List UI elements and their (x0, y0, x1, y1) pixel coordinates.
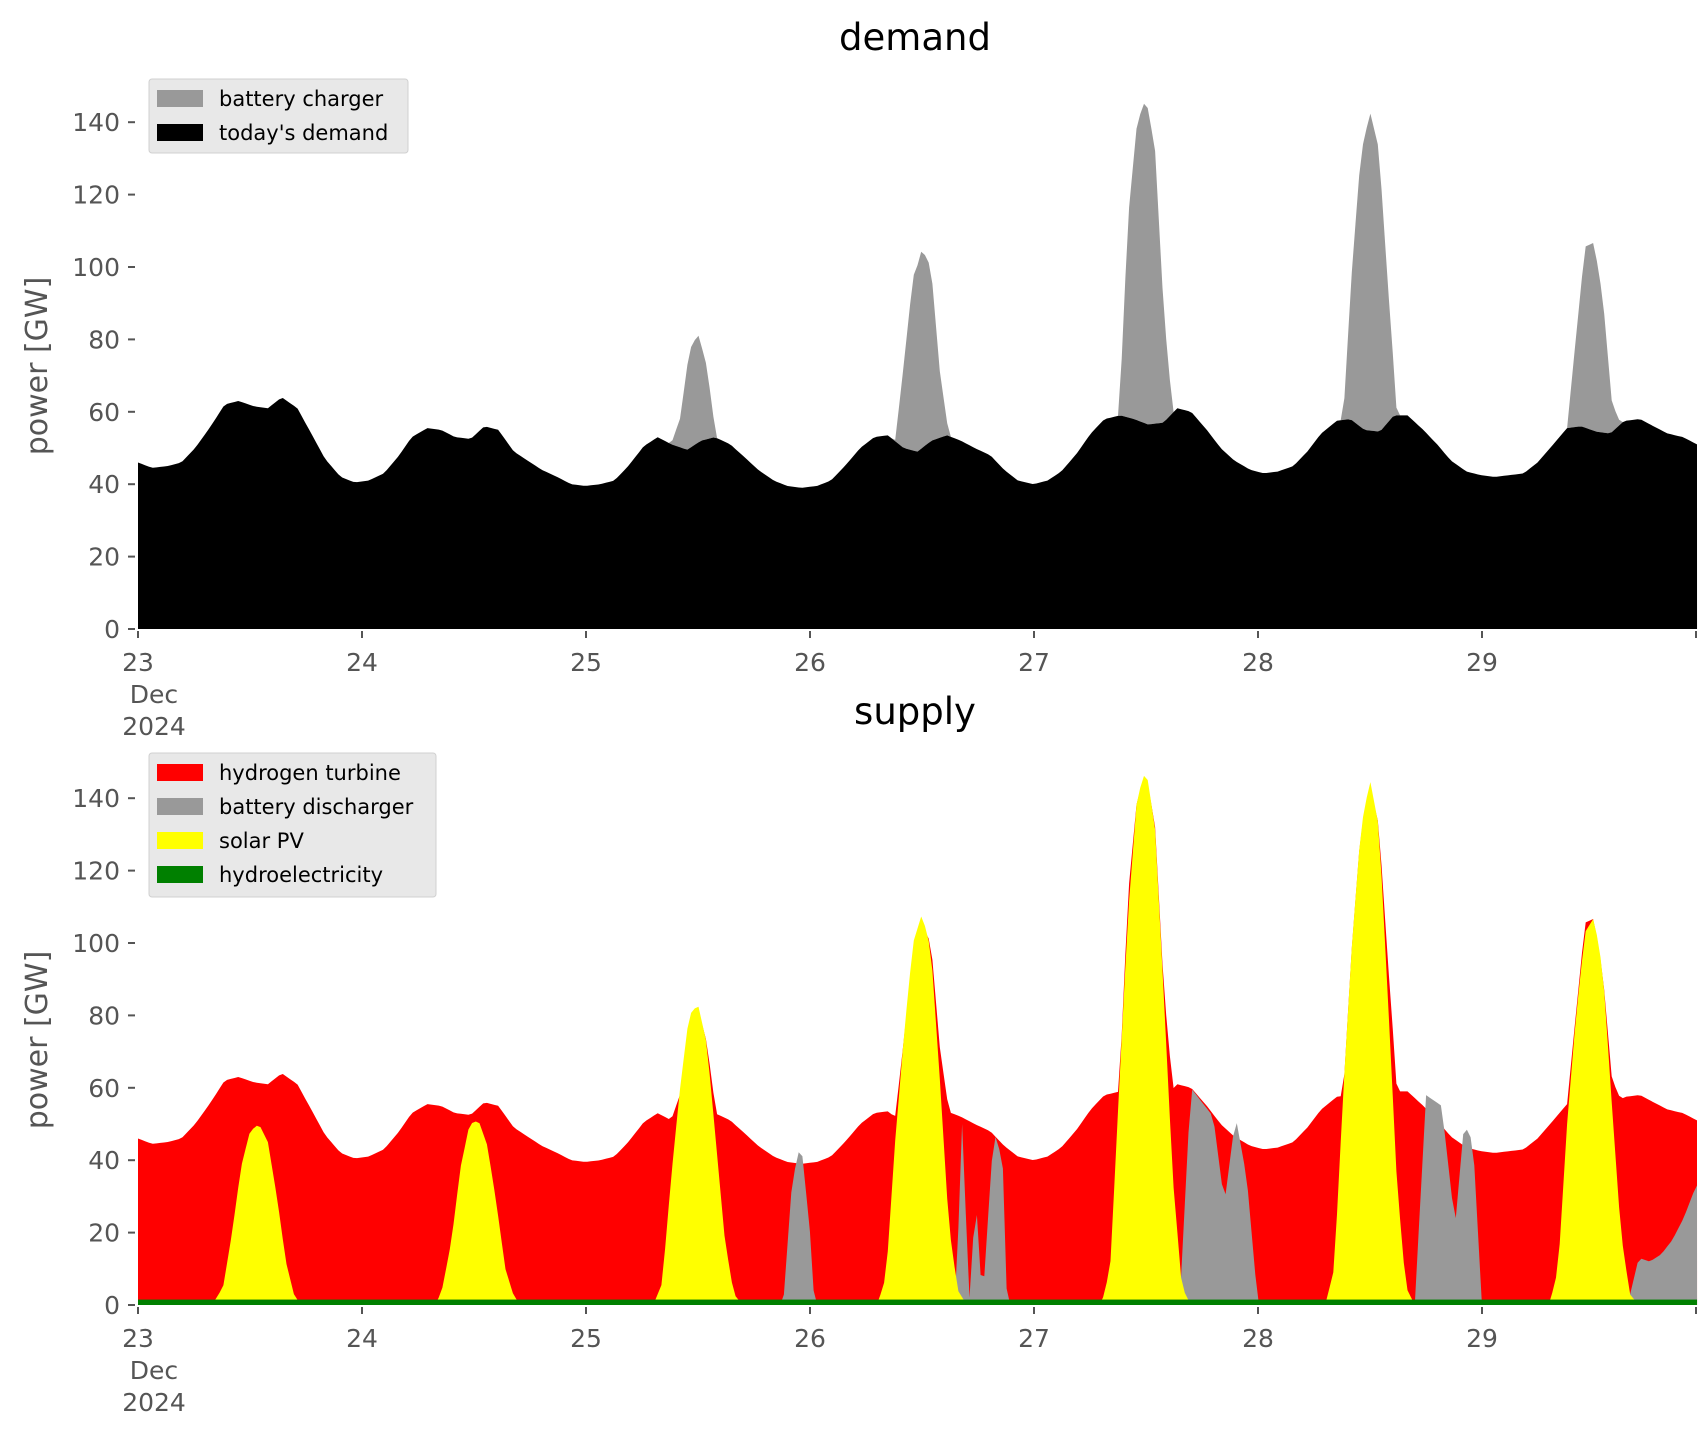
demand-y-axis-label: power [GW] (20, 277, 55, 456)
supply-panel: supply power [GW] 0 20 40 60 80 100 120 140 23 24… (20, 690, 1698, 1417)
solar-pv-area (138, 775, 1698, 1305)
supply-chart-title: supply (854, 690, 976, 733)
demand-y-tick-label: 0 (104, 615, 120, 644)
legend-label-battery-charger: battery charger (219, 87, 384, 111)
demand-x-tick-label: 25 (570, 648, 602, 677)
demand-x-tick-label: 27 (1018, 648, 1050, 677)
supply-y-tick-label: 80 (88, 1001, 120, 1030)
supply-y-tick-label: 60 (88, 1074, 120, 1103)
supply-x-tick-label: 27 (1018, 1324, 1050, 1353)
battery-charger-area (138, 103, 1697, 488)
supply-y-tick-label: 40 (88, 1146, 120, 1175)
demand-x-tick-sublabel: Dec (130, 680, 178, 709)
supply-y-tick-label: 120 (72, 857, 120, 886)
demand-legend: battery charger today's demand (148, 78, 409, 154)
supply-x-tick-label: 26 (794, 1324, 826, 1353)
demand-x-tick-label: 23 (122, 648, 154, 677)
legend-swatch-battery-discharger (157, 798, 203, 815)
legend-label-todays-demand: today's demand (219, 121, 388, 145)
demand-y-tick-label: 80 (88, 325, 120, 354)
demand-x-tick-label: 29 (1466, 648, 1498, 677)
demand-x-tick-label: 28 (1242, 648, 1274, 677)
supply-y-axis-label: power [GW] (20, 951, 55, 1130)
legend-swatch-hydrogen-turbine (157, 764, 203, 781)
demand-y-tick-label: 20 (88, 543, 120, 572)
legend-label-solar-pv: solar PV (219, 829, 304, 853)
supply-x-tick-label: 28 (1242, 1324, 1274, 1353)
supply-axes: 0 20 40 60 80 100 120 140 23 24 25 26 27 28 29 Dec 2024 (72, 784, 1697, 1417)
demand-y-tick-label: 140 (72, 108, 120, 137)
supply-y-tick-label: 100 (72, 929, 120, 958)
supply-y-tick-label: 140 (72, 784, 120, 813)
supply-y-tick-label: 0 (104, 1291, 120, 1320)
demand-chart-title: demand (839, 16, 991, 59)
hydroelectricity-area (138, 1299, 1698, 1305)
demand-x-tick-sublabel: 2024 (122, 712, 186, 741)
supply-x-tick-sublabel: 2024 (122, 1388, 186, 1417)
demand-x-tick-label: 26 (794, 648, 826, 677)
supply-legend-box (148, 752, 437, 898)
demand-y-tick-label: 120 (72, 181, 120, 210)
demand-panel: demand power [GW] 0 20 40 60 80 100 120 140 23 24… (20, 16, 1698, 741)
todays-demand-area (138, 398, 1698, 629)
demand-legend-box (148, 78, 409, 154)
legend-label-hydrogen-turbine: hydrogen turbine (219, 761, 401, 785)
supply-x-tick-label: 24 (346, 1324, 378, 1353)
legend-swatch-hydroelectricity (157, 866, 203, 883)
legend-label-battery-discharger: battery discharger (219, 795, 414, 819)
supply-legend: hydrogen turbine battery discharger sola… (148, 752, 437, 898)
demand-y-tick-label: 40 (88, 470, 120, 499)
demand-plot-area (138, 103, 1698, 629)
supply-x-tick-label: 29 (1466, 1324, 1498, 1353)
supply-x-tick-label: 25 (570, 1324, 602, 1353)
supply-x-tick-sublabel: Dec (130, 1356, 178, 1385)
demand-y-tick-label: 60 (88, 398, 120, 427)
legend-swatch-todays-demand (157, 124, 203, 141)
legend-swatch-solar-pv (157, 832, 203, 849)
supply-plot-area (138, 775, 1698, 1305)
legend-swatch-battery-charger (157, 90, 203, 107)
legend-label-hydroelectricity: hydroelectricity (219, 863, 383, 887)
demand-y-tick-label: 100 (72, 253, 120, 282)
supply-x-tick-label: 23 (122, 1324, 154, 1353)
demand-x-tick-label: 24 (346, 648, 378, 677)
supply-y-tick-label: 20 (88, 1219, 120, 1248)
demand-axes: 0 20 40 60 80 100 120 140 23 24 25 26 27 28 29 Dec 2024 (72, 108, 1697, 741)
